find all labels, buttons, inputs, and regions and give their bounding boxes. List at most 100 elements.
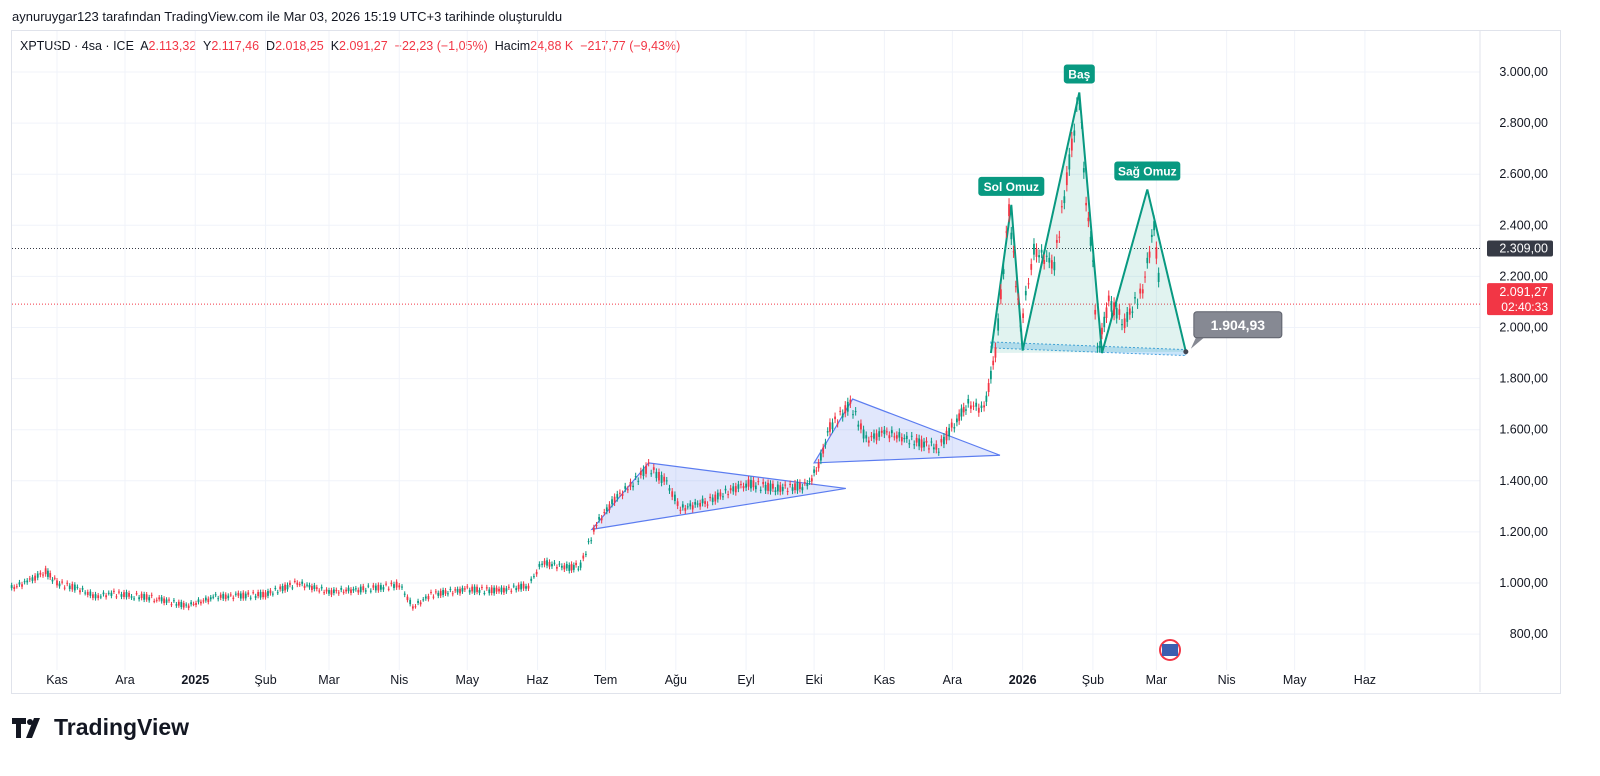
- candle: [1096, 347, 1099, 349]
- x-tick-label: Şub: [254, 673, 276, 687]
- candle: [806, 483, 809, 487]
- candle: [1048, 257, 1051, 263]
- price-level-badge: [1487, 283, 1553, 316]
- candle: [1017, 298, 1020, 300]
- candle: [1128, 308, 1131, 315]
- candle: [684, 508, 687, 511]
- candle: [992, 360, 995, 366]
- tradingview-logo[interactable]: TradingView: [12, 714, 189, 741]
- candle: [51, 579, 54, 582]
- candle: [449, 588, 452, 590]
- candle: [175, 604, 178, 606]
- candle: [320, 586, 323, 589]
- candle: [466, 586, 469, 588]
- candle: [660, 474, 663, 483]
- candle: [639, 471, 642, 476]
- candle: [716, 492, 719, 500]
- candle: [590, 540, 593, 542]
- candle: [834, 416, 836, 420]
- candle: [242, 592, 245, 599]
- candle: [56, 580, 58, 586]
- candle: [1012, 251, 1015, 253]
- candle: [1024, 290, 1027, 296]
- candle: [1105, 307, 1108, 318]
- candle: [844, 405, 847, 414]
- high-label: Y: [203, 39, 212, 53]
- candle: [84, 592, 87, 594]
- x-tick-label: Eki: [805, 673, 822, 687]
- candle: [893, 436, 896, 438]
- candle: [527, 585, 530, 589]
- candle: [296, 582, 299, 585]
- candle: [10, 585, 13, 589]
- candle: [865, 435, 868, 439]
- candle: [533, 576, 535, 578]
- candle: [459, 588, 461, 594]
- candle: [525, 586, 527, 589]
- candle: [572, 565, 575, 570]
- chart-frame[interactable]: [11, 30, 1561, 694]
- candle: [110, 592, 113, 596]
- candle: [1153, 221, 1156, 231]
- candle: [546, 560, 548, 566]
- candle: [197, 599, 200, 603]
- candle: [222, 593, 225, 599]
- candle: [133, 598, 135, 600]
- candle: [362, 586, 365, 591]
- candle: [898, 432, 901, 438]
- pattern-label-box: [978, 176, 1045, 196]
- candle: [379, 585, 382, 590]
- candle: [729, 488, 732, 491]
- candle: [71, 583, 74, 590]
- close-label: K: [330, 39, 340, 53]
- candle: [318, 590, 321, 592]
- candle: [214, 594, 217, 596]
- candle: [686, 506, 689, 508]
- y-tick-label: 3.000,00: [1499, 65, 1548, 79]
- candle: [390, 582, 393, 585]
- candle: [424, 596, 427, 599]
- candle: [611, 499, 613, 505]
- symbol-name[interactable]: XPTUSD · 4sa · ICE: [20, 39, 134, 53]
- candle: [18, 582, 21, 585]
- candle: [987, 383, 990, 393]
- candle: [354, 588, 357, 590]
- candle: [432, 596, 435, 598]
- candle: [754, 485, 757, 490]
- candle: [447, 593, 449, 595]
- y-tick-label: 800,00: [1510, 627, 1548, 641]
- x-tick-label: Şub: [1082, 673, 1104, 687]
- candle: [603, 511, 606, 513]
- candle: [337, 592, 340, 594]
- candle: [202, 600, 205, 602]
- candle: [403, 593, 406, 595]
- candle: [1043, 259, 1046, 264]
- candle: [1113, 302, 1115, 316]
- y-tick-label: 1.600,00: [1499, 423, 1548, 437]
- low-value: 2.018,25: [275, 39, 324, 53]
- candle: [406, 596, 409, 601]
- candle: [372, 585, 375, 588]
- candle: [125, 592, 128, 598]
- candle: [813, 469, 815, 473]
- candle: [849, 399, 852, 404]
- candle: [977, 407, 980, 413]
- candle: [900, 437, 903, 442]
- candle: [645, 465, 647, 474]
- candle: [826, 431, 829, 433]
- candle: [948, 427, 951, 437]
- candle: [543, 560, 546, 565]
- candle: [120, 594, 123, 597]
- x-tick-label: Tem: [594, 673, 618, 687]
- candle: [950, 422, 953, 428]
- candle: [1058, 236, 1061, 238]
- candle: [520, 583, 523, 590]
- candle: [454, 589, 457, 591]
- candle: [538, 563, 541, 567]
- candle: [89, 591, 92, 596]
- candle: [140, 593, 143, 599]
- candle: [689, 503, 692, 507]
- candle: [13, 586, 16, 590]
- candle: [451, 593, 454, 595]
